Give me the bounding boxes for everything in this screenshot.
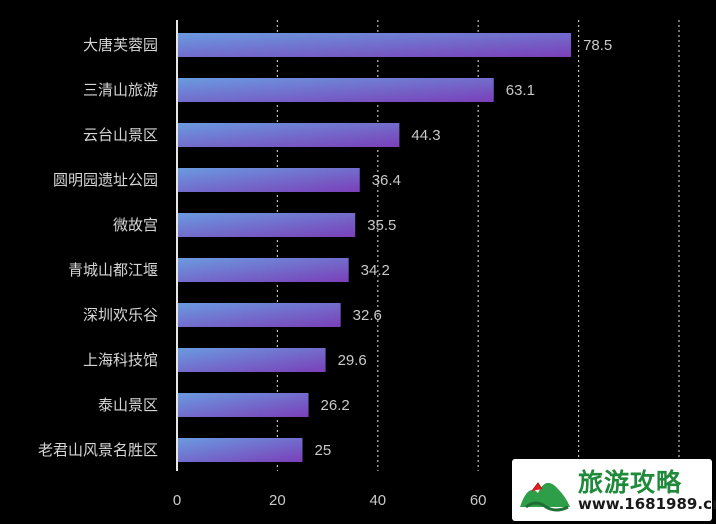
bars [178,33,572,462]
bar [178,168,360,192]
category-label: 泰山景区 [98,396,158,414]
value-label: 34.2 [361,262,390,279]
category-label: 云台山景区 [83,126,158,144]
bar [178,78,494,102]
bar [178,213,356,237]
category-label: 三清山旅游 [83,81,158,99]
mountain-logo-icon [520,482,570,512]
value-label: 32.6 [353,307,382,324]
x-tick-label: 40 [369,492,386,509]
watermark-title: 旅游攻略 [578,468,683,497]
value-label: 44.3 [411,127,440,144]
value-label: 63.1 [506,82,535,99]
value-label: 36.4 [372,172,401,189]
bar [178,438,303,462]
x-tick-label: 60 [470,492,487,509]
x-tick-label: 0 [173,492,181,509]
value-label: 35.5 [367,217,396,234]
labels: 0 20 40 60 大唐芙蓉园 78.5 三清山旅游 63.1 云台山景区 44.3 圆明园遗址公… [38,36,612,509]
watermark-url: www.1681989.cn [578,495,716,513]
bar [178,348,326,372]
category-label: 大唐芙蓉园 [83,36,158,54]
category-label: 微故宫 [113,216,158,234]
value-label: 26.2 [321,397,350,414]
category-label: 深圳欢乐谷 [83,306,158,324]
bar [178,123,400,147]
category-label: 圆明园遗址公园 [53,171,158,189]
x-tick-label: 20 [269,492,286,509]
value-label: 29.6 [338,352,367,369]
value-label: 25 [315,442,332,459]
category-label: 青城山都江堰 [68,261,158,279]
category-label: 老君山风景名胜区 [38,441,158,459]
watermark-badge: 旅游攻略 www.1681989.cn [512,459,716,521]
category-label: 上海科技馆 [83,351,158,369]
bar [178,303,341,327]
value-label: 78.5 [583,37,612,54]
bar [178,393,309,417]
bar [178,258,349,282]
bar [178,33,572,57]
